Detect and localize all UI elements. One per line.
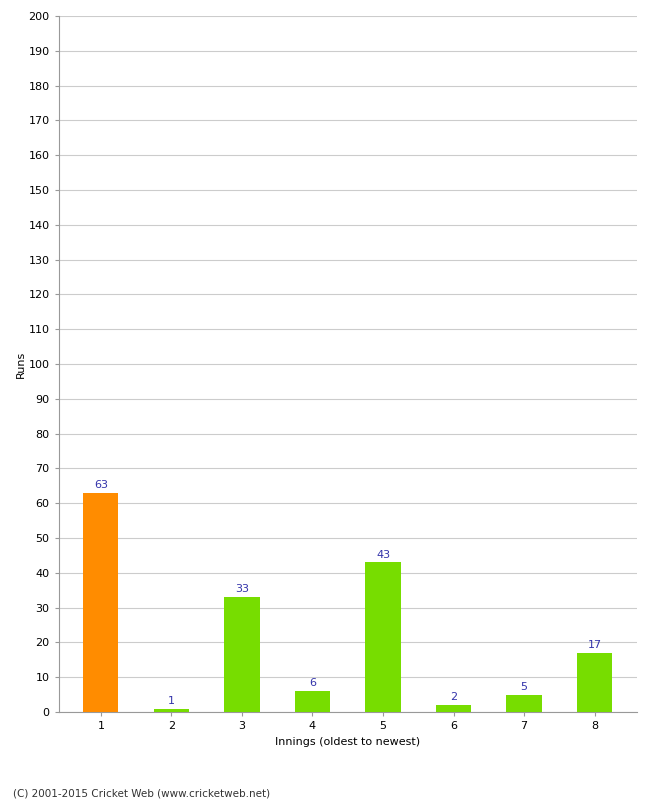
Text: 33: 33	[235, 584, 249, 594]
Text: 1: 1	[168, 696, 175, 706]
Text: 63: 63	[94, 480, 108, 490]
Bar	[295, 691, 330, 712]
Text: (C) 2001-2015 Cricket Web (www.cricketweb.net): (C) 2001-2015 Cricket Web (www.cricketwe…	[13, 788, 270, 798]
Text: 5: 5	[521, 682, 528, 692]
X-axis label: Innings (oldest to newest): Innings (oldest to newest)	[275, 737, 421, 746]
Bar	[365, 562, 400, 712]
Bar	[436, 705, 471, 712]
Text: 17: 17	[588, 640, 602, 650]
Text: 43: 43	[376, 550, 390, 559]
Text: 2: 2	[450, 692, 457, 702]
Bar	[224, 597, 259, 712]
Bar	[83, 493, 118, 712]
Text: 6: 6	[309, 678, 316, 688]
Bar	[154, 709, 189, 712]
Bar	[506, 694, 541, 712]
Y-axis label: Runs: Runs	[16, 350, 25, 378]
Bar	[577, 653, 612, 712]
